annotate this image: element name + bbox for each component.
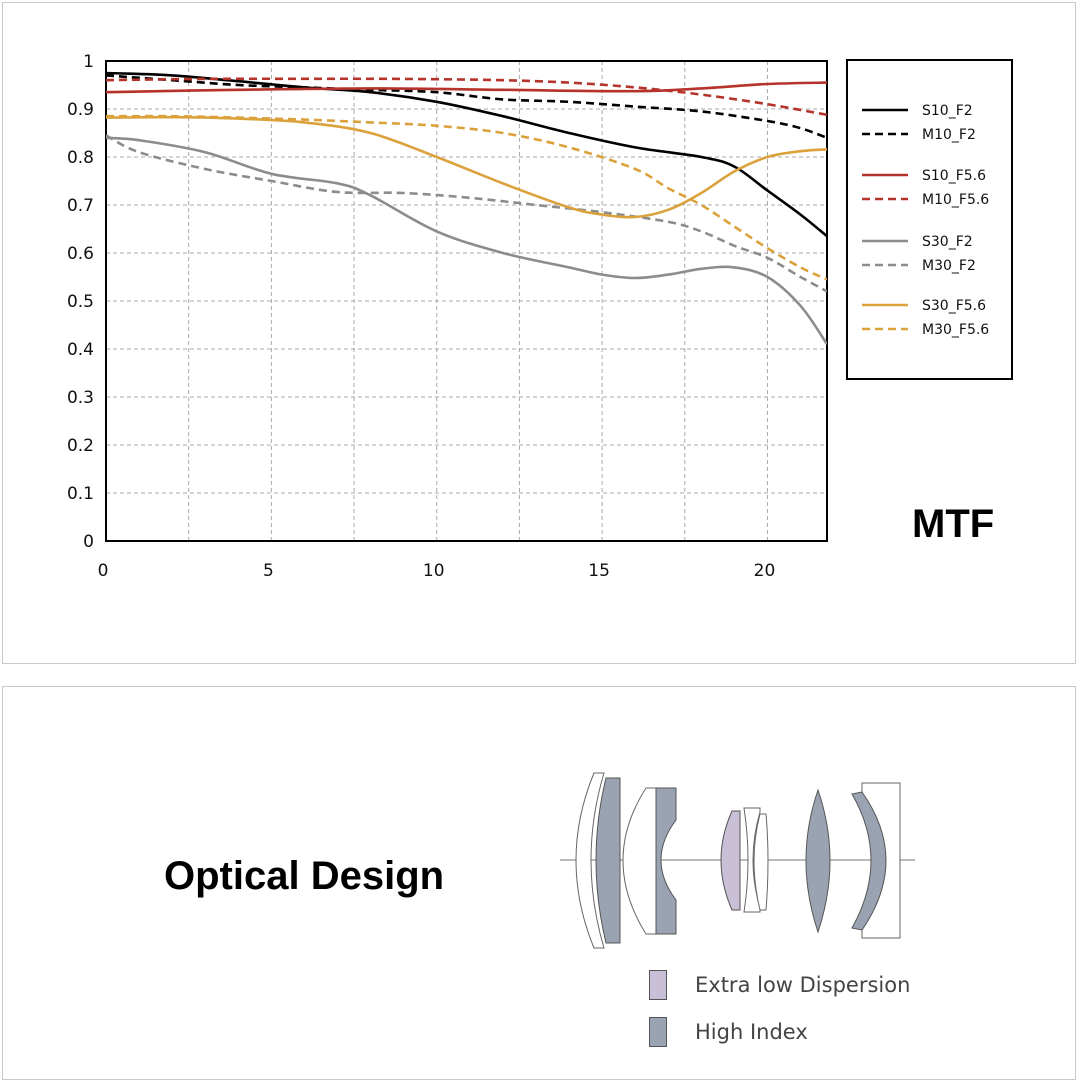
y-tick-label: 0.2 (67, 436, 94, 456)
legend-label-high-index: High Index (695, 1020, 808, 1044)
legend-entry-label: M30_F2 (922, 258, 976, 274)
lens-element-7 (753, 813, 769, 911)
lens-element-2-high-index (595, 777, 621, 944)
x-tick-label: 20 (754, 561, 776, 581)
y-tick-label: 0.8 (67, 148, 94, 168)
series-s30-f2 (106, 136, 827, 345)
y-tick-label: 0.9 (67, 100, 94, 120)
legend-entry-label: M10_F5.6 (922, 192, 989, 208)
x-tick-label: 10 (423, 561, 445, 581)
y-tick-label: 0.5 (67, 292, 94, 312)
lens-element-4-high-index (655, 787, 677, 935)
legend-entry-label: S10_F5.6 (922, 168, 986, 184)
lens-element-1 (575, 772, 605, 949)
series-m10-f2 (106, 74, 827, 140)
optical-design-title: Optical Design (164, 854, 445, 898)
legend-entry-label: S30_F2 (922, 234, 973, 250)
x-tick-label: 0 (98, 561, 109, 581)
legend-entry-label: S30_F5.6 (922, 298, 986, 314)
legend-entry-label: M10_F2 (922, 127, 976, 143)
plot-frame (105, 60, 828, 542)
y-tick-label: 0.4 (67, 340, 94, 360)
legend-swatch-extra-low-dispersion (649, 970, 667, 1000)
legend-entry-label: S10_F2 (922, 103, 973, 119)
chart-grid (106, 61, 827, 541)
legend-label-extra-low-dispersion: Extra low Dispersion (695, 973, 911, 997)
x-tick-label: 15 (588, 561, 610, 581)
series-m30-f2 (106, 134, 827, 293)
lens-element-3 (622, 787, 657, 935)
lens-element-10-high-index (851, 791, 887, 931)
legend-entry-label: M30_F5.6 (922, 322, 989, 338)
series-s10-f5-6 (106, 81, 827, 94)
y-tick-label: 0.1 (67, 484, 94, 504)
series-s30-f5-6 (106, 115, 827, 219)
series-s10-f2 (106, 71, 827, 238)
series-m30-f5-6 (106, 114, 827, 281)
series-m10-f5-6 (106, 77, 827, 117)
mtf-title: MTF (912, 502, 995, 546)
y-tick-label: 0.7 (67, 196, 94, 216)
chart-axes: 00.10.20.30.40.50.60.70.80.910 5 10 15 20 (67, 52, 828, 581)
x-tick-label: 5 (263, 561, 274, 581)
legend-box (846, 59, 1013, 380)
y-tick-label: 0 (83, 532, 94, 552)
y-tick-label: 0.3 (67, 388, 94, 408)
lens-element-8-high-index (805, 788, 831, 934)
y-tick-label: 1 (83, 52, 94, 72)
chart-series (106, 71, 827, 345)
y-tick-label: 0.6 (67, 244, 94, 264)
legend-swatch-high-index (649, 1017, 667, 1047)
lens-element-5-extra-low-dispersion (720, 810, 741, 911)
chart-legend: S10_F2 M10_F2 S10_F5.6 M10_F5.6 S30_F2 M30_F2… (846, 59, 1013, 380)
